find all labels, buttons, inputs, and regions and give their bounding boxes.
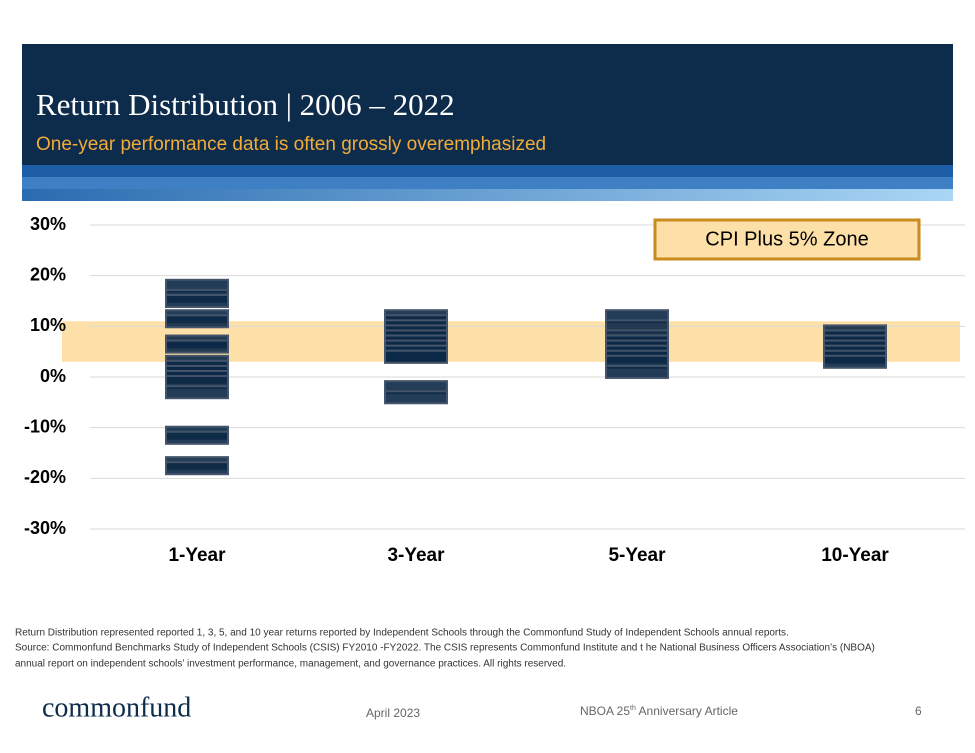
plot: -30% -20% -10% 0% 10% 20% 30% 1-Year 3-Year 5-Yea…	[24, 214, 965, 566]
zone-legend-box	[653, 218, 921, 261]
return-marker	[165, 314, 229, 329]
return-marker	[165, 430, 229, 445]
y-tick-label: 0%	[40, 366, 66, 386]
y-tick-label: -30%	[24, 518, 66, 538]
footer-date: April 2023	[366, 706, 420, 720]
x-tick-label: 10-Year	[821, 545, 889, 566]
return-marker	[165, 294, 229, 308]
return-marker	[384, 349, 448, 364]
subtitle: One-year performance data is often gross…	[36, 134, 546, 155]
footnote: Return Distribution represented reported…	[15, 628, 789, 639]
header-stripe	[22, 189, 953, 201]
footnote: annual report on independent schools’ in…	[15, 659, 566, 670]
y-tick-label: -10%	[24, 416, 66, 436]
footer-article: NBOA 25th Anniversary Article	[580, 704, 738, 718]
return-marker	[605, 364, 669, 379]
footer-article-part: Anniversary Article	[636, 704, 738, 718]
footer-article-part: th	[630, 705, 636, 712]
y-tick-label: 30%	[30, 214, 66, 234]
return-marker	[165, 339, 229, 354]
y-tick-label: 20%	[30, 264, 66, 284]
x-tick-label: 5-Year	[608, 545, 666, 566]
return-marker	[165, 385, 229, 400]
x-tick-label: 3-Year	[387, 545, 445, 566]
footer-article-part: NBOA 25	[580, 704, 630, 718]
return-marker	[384, 390, 448, 405]
header-stripe	[22, 165, 953, 177]
y-tick-label: 10%	[30, 315, 66, 335]
return-marker	[823, 354, 887, 369]
zone-legend-label: CPI Plus 5% Zone	[705, 228, 868, 250]
y-tick-label: -20%	[24, 467, 66, 487]
return-marker	[165, 461, 229, 476]
page-number: 6	[915, 704, 922, 718]
header-band	[22, 44, 953, 175]
x-tick-label: 1-Year	[168, 545, 226, 566]
footnote: Source: Commonfund Benchmarks Study of I…	[15, 643, 875, 654]
logo: commonfund	[42, 692, 191, 723]
title: Return Distribution | 2006 – 2022	[36, 87, 455, 122]
header-stripe	[22, 177, 953, 189]
